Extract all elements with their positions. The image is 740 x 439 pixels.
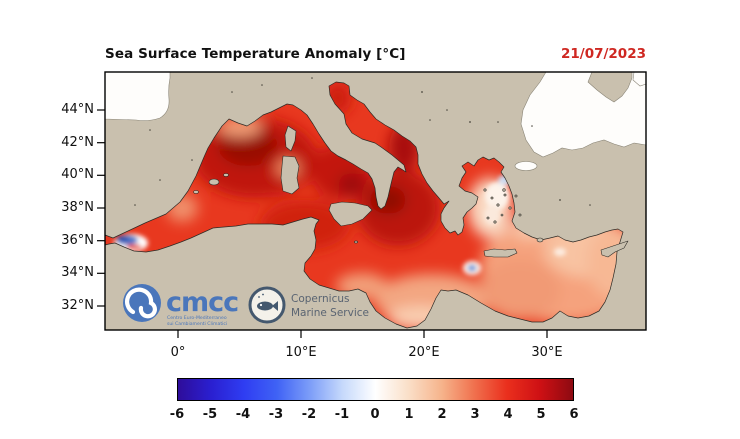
colorbar-tick-0: 0 <box>370 407 380 422</box>
map-frame <box>104 71 647 331</box>
island-sardinia <box>280 155 300 195</box>
atlantic-white-region <box>104 71 171 121</box>
island-rhodes <box>536 237 544 243</box>
copernicus-logo: Copernicus Marine Service <box>248 286 369 324</box>
lat-label-44n: 44°N <box>61 102 94 117</box>
lon-label-10e: 10°E <box>285 345 317 360</box>
colorbar-tick-neg3: -3 <box>268 407 284 422</box>
land-speckles <box>134 77 591 206</box>
lat-label-42n: 42°N <box>61 135 94 150</box>
lat-label-38n: 38°N <box>61 200 94 215</box>
colorbar-tick-3: 3 <box>470 407 480 422</box>
island-menorca <box>223 173 229 177</box>
figure-title: Sea Surface Temperature Anomaly [°C] <box>105 46 406 62</box>
colorbar-tick-6: 6 <box>569 407 579 422</box>
cmcc-swirl-icon <box>125 287 157 319</box>
figure-date: 21/07/2023 <box>560 46 646 62</box>
colorbar-tick-neg4: -4 <box>235 407 251 422</box>
island-mallorca <box>208 178 220 186</box>
copernicus-label-line1: Copernicus <box>291 293 349 305</box>
lat-label-32n: 32°N <box>61 298 94 313</box>
sea-of-marmara-white-region <box>514 161 538 171</box>
colorbar-tick-5: 5 <box>536 407 546 422</box>
lon-label-20e: 20°E <box>408 345 440 360</box>
cmcc-logo: cmcc Centro Euro-Mediterraneo sui Cambia… <box>123 284 239 327</box>
islands <box>193 125 629 258</box>
lon-label-0: 0° <box>170 345 186 360</box>
no-data-regions <box>104 71 647 171</box>
latitude-ticks <box>97 109 105 307</box>
island-crete <box>483 248 518 258</box>
colorbar-tick-2: 2 <box>437 407 447 422</box>
cmcc-wordmark: cmcc <box>166 287 238 318</box>
island-malta <box>354 240 358 244</box>
island-cyprus <box>600 240 629 258</box>
lat-label-36n: 36°N <box>61 233 94 248</box>
lat-label-34n: 34°N <box>61 265 94 280</box>
south-of-crete-cold-spot <box>467 264 477 272</box>
island-sicily <box>328 201 373 227</box>
colorbar-tick-neg6: -6 <box>169 407 185 422</box>
colorbar-tick-neg5: -5 <box>202 407 218 422</box>
colorbar-tick-4: 4 <box>503 407 513 422</box>
colorbar-tick-neg2: -2 <box>301 407 317 422</box>
cmcc-subtitle-line1: Centro Euro-Mediterraneo <box>167 315 227 321</box>
colorbar <box>177 378 574 401</box>
island-ibiza <box>193 190 199 194</box>
lat-label-40n: 40°N <box>61 167 94 182</box>
fish-icon <box>257 293 278 311</box>
colorbar-tick-1: 1 <box>404 407 414 422</box>
map-canvas: cmcc Centro Euro-Mediterraneo sui Cambia… <box>97 71 647 338</box>
aegean-islets <box>483 188 522 224</box>
lon-label-30e: 30°E <box>531 345 563 360</box>
crimea-peninsula <box>587 71 633 103</box>
copernicus-label-line2: Marine Service <box>291 307 369 319</box>
cmcc-subtitle-line2: sui Cambiamenti Climatici <box>167 321 227 327</box>
longitude-ticks <box>177 330 548 338</box>
island-corsica <box>284 125 297 152</box>
colorbar-tick-neg1: -1 <box>334 407 350 422</box>
